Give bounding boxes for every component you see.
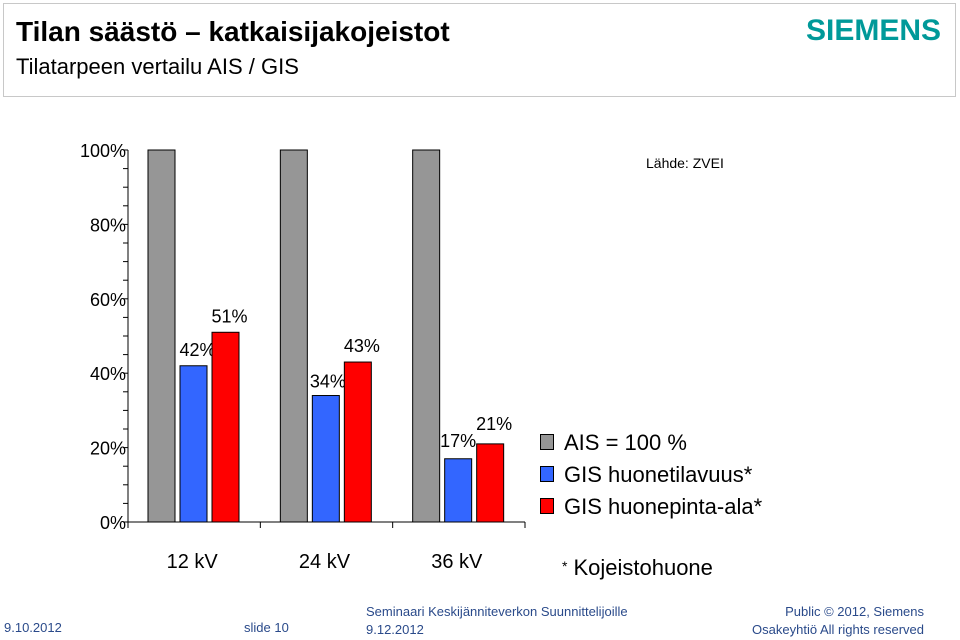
bar (279, 149, 308, 523)
y-tick-label: 100% (80, 141, 126, 161)
footer-seminar: Seminaari Keskijänniteverkon Suunnitteli… (366, 604, 628, 619)
footer-slide-number: slide 10 (244, 620, 289, 635)
data-label: 43% (344, 336, 380, 356)
y-tick-label: 20% (90, 439, 126, 459)
bar (179, 365, 208, 523)
footer-seminar-date: 9.12.2012 (366, 622, 424, 637)
bar (343, 361, 372, 523)
footnote-star: * (562, 558, 568, 574)
data-label: 17% (440, 431, 476, 451)
x-tick-label: 24 kV (299, 551, 351, 573)
legend-swatch-ais (540, 434, 554, 450)
footer-rights: Osakeyhtiö All rights reserved (752, 622, 924, 637)
x-tick-label: 36 kV (431, 551, 483, 573)
bar (147, 149, 176, 523)
bar (412, 149, 441, 523)
footer-date: 9.10.2012 (4, 620, 62, 635)
legend-label-ais: AIS = 100 % (564, 430, 687, 455)
data-label: 51% (211, 306, 247, 326)
data-label: 34% (310, 372, 346, 392)
y-tick-label: 0% (100, 513, 126, 533)
bar (444, 458, 473, 523)
bar (311, 395, 340, 523)
slide-title: Tilan säästö – katkaisijakojeistot (16, 16, 450, 47)
source-label: Lähde: ZVEI (646, 155, 724, 171)
bar (211, 331, 240, 523)
legend-swatch-gis-area (540, 498, 554, 514)
y-tick-label: 80% (90, 215, 126, 235)
x-tick-label: 12 kV (167, 551, 219, 573)
header-box (3, 3, 956, 97)
y-tick-label: 40% (90, 364, 126, 384)
data-label: 21% (476, 414, 512, 434)
siemens-logo: SIEMENS (806, 14, 942, 47)
footer-copyright: Public © 2012, Siemens (785, 604, 924, 619)
data-label: 42% (179, 340, 215, 360)
y-tick-label: 60% (90, 290, 126, 310)
legend-label-gis-volume: GIS huonetilavuus* (564, 462, 753, 487)
legend-swatch-gis-volume (540, 466, 554, 482)
bar (476, 443, 505, 523)
footnote: * Kojeistohuone (562, 555, 713, 581)
legend-label-gis-area: GIS huonepinta-ala* (564, 494, 763, 519)
slide-subtitle: Tilatarpeen vertailu AIS / GIS (16, 54, 299, 79)
footnote-text: Kojeistohuone (573, 555, 713, 580)
